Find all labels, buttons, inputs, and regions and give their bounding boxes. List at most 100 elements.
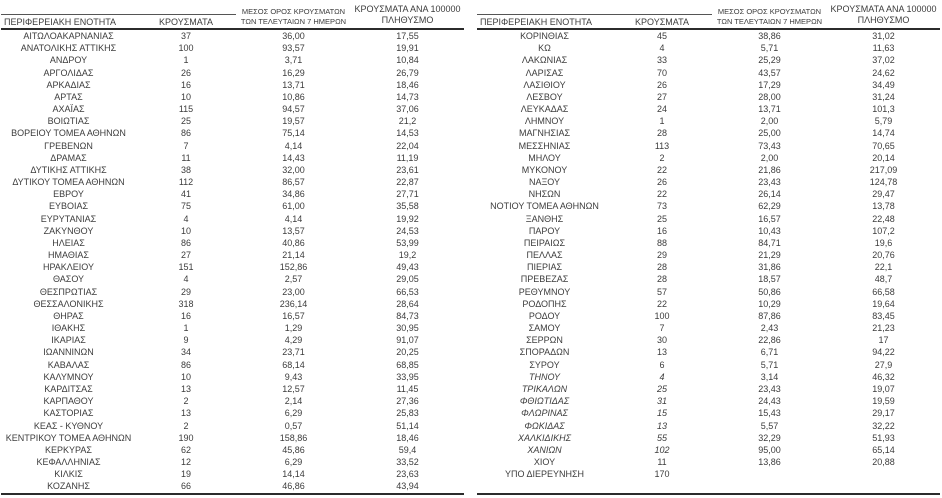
cases-per-100000-cell: 20,25 bbox=[396, 347, 419, 358]
cases-cell: 33 bbox=[656, 55, 667, 66]
cases-per-100000-cell: 22,48 bbox=[872, 213, 895, 224]
cases-cell: 66 bbox=[180, 481, 191, 492]
cases-per-100000-cell: 11,19 bbox=[396, 152, 419, 163]
cases-per-100000-cell: 23,63 bbox=[396, 469, 419, 480]
cases-cell: 151 bbox=[178, 262, 194, 273]
avg-7day-cell: 95,00 bbox=[758, 444, 781, 455]
cases-cell: 25 bbox=[656, 383, 667, 394]
avg-7day-cell: 21,14 bbox=[282, 250, 305, 261]
table-row: ΚΕΦΑΛΛΗΝΙΑΣ 12 6,29 33,52 bbox=[1, 456, 464, 468]
cases-cell: 28 bbox=[656, 262, 667, 273]
cases-per-100000-cell: 91,07 bbox=[396, 335, 419, 346]
region-name-cell: ΚΩ bbox=[538, 43, 551, 54]
avg-7day-cell: 1,29 bbox=[284, 323, 303, 334]
cases-cell: 45 bbox=[656, 31, 667, 41]
cases-per-100000-cell: 27,36 bbox=[396, 396, 419, 407]
table-row: ΑΝΔΡΟΥ 1 3,71 10,84 bbox=[1, 54, 464, 66]
cases-cell: 113 bbox=[654, 140, 670, 151]
table-row: ΚΑΒΑΛΑΣ 86 68,14 68,85 bbox=[1, 359, 464, 371]
table-row: ΡΟΔΟΠΗΣ 22 10,29 19,64 bbox=[477, 298, 940, 310]
table-row: ΦΩΚΙΔΑΣ 13 5,57 32,22 bbox=[477, 420, 940, 432]
cases-cell: 31 bbox=[656, 396, 667, 407]
cases-cell: 11 bbox=[657, 457, 667, 468]
table-right-half: ΠΕΡΙΦΕΡΕΙΑΚΗ ΕΝΟΤΗΤΑ ΚΡΟΥΣΜΑΤΑ ΜΕΣΟΣ ΟΡΟ… bbox=[477, 1, 940, 495]
header-cases-per-100000-line2: ΠΛΗΘΥΣΜΟ bbox=[381, 15, 434, 26]
cases-per-100000-cell: 48,7 bbox=[874, 274, 893, 285]
cases-per-100000-cell: 19,59 bbox=[872, 396, 895, 407]
cases-cell: 9 bbox=[183, 335, 189, 346]
region-name-cell: ΑΝΔΡΟΥ bbox=[49, 55, 88, 66]
avg-7day-cell: 2,43 bbox=[760, 323, 779, 334]
cases-per-100000-cell: 51,14 bbox=[396, 420, 419, 431]
cases-cell: 10 bbox=[180, 371, 191, 382]
table-row: ΑΡΓΟΛΙΔΑΣ 26 16,29 26,79 bbox=[1, 67, 464, 79]
cases-cell: 15 bbox=[656, 408, 667, 419]
avg-7day-cell: 19,57 bbox=[282, 116, 305, 127]
region-name-cell: ΤΡΙΚΑΛΩΝ bbox=[521, 383, 568, 394]
cases-per-100000-cell: 25,83 bbox=[396, 408, 419, 419]
cases-per-100000-cell: 49,43 bbox=[396, 262, 419, 273]
region-name-cell: ΘΑΣΟΥ bbox=[52, 274, 85, 285]
cases-cell: 2 bbox=[659, 152, 665, 163]
region-name-cell: ΑΡΓΟΛΙΔΑΣ bbox=[43, 67, 94, 78]
cases-per-100000-cell: 43,94 bbox=[396, 481, 419, 492]
table-row: ΠΙΕΡΙΑΣ 28 31,86 22,1 bbox=[477, 261, 940, 273]
region-name-cell: ΒΟΡΕΙΟΥ ΤΟΜΕΑ ΑΘΗΝΩΝ bbox=[11, 128, 126, 139]
avg-7day-cell: 16,57 bbox=[758, 213, 781, 224]
table-row: ΚΑΛΥΜΝΟΥ 10 9,43 33,95 bbox=[1, 371, 464, 383]
table-row: ΔΥΤΙΚΟΥ ΤΟΜΕΑ ΑΘΗΝΩΝ 112 86,57 22,87 bbox=[1, 176, 464, 188]
cases-cell: 100 bbox=[178, 43, 194, 54]
avg-7day-cell: 86,57 bbox=[282, 177, 305, 188]
table-row: ΚΑΡΠΑΘΟΥ 2 2,14 27,36 bbox=[1, 395, 464, 407]
region-name-cell: ΡΟΔΟΥ bbox=[528, 310, 561, 321]
avg-7day-cell: 6,29 bbox=[284, 457, 303, 468]
avg-7day-cell: 14,14 bbox=[282, 469, 305, 480]
table-row: ΝΗΣΩΝ 22 26,14 29,47 bbox=[477, 188, 940, 200]
avg-7day-cell: 2,00 bbox=[760, 152, 779, 163]
region-name-cell: ΚΟΡΙΝΘΙΑΣ bbox=[520, 31, 569, 41]
cases-per-100000-cell: 29,47 bbox=[872, 189, 895, 200]
avg-7day-cell: 16,29 bbox=[282, 67, 305, 78]
cases-per-100000-cell: 31,02 bbox=[872, 31, 895, 41]
cases-cell: 1 bbox=[659, 116, 665, 127]
cases-per-100000-cell: 84,73 bbox=[396, 310, 419, 321]
region-name-cell: ΒΟΙΩΤΙΑΣ bbox=[47, 116, 90, 127]
cases-per-100000-cell: 51,93 bbox=[872, 432, 895, 443]
cases-per-100000-cell bbox=[827, 468, 940, 480]
cases-cell: 26 bbox=[656, 79, 667, 90]
table-row: ΚΕΡΚΥΡΑΣ 62 45,86 59,4 bbox=[1, 444, 464, 456]
cases-cell: 30 bbox=[656, 335, 667, 346]
table-row: ΚΙΛΚΙΣ 19 14,14 23,63 bbox=[1, 468, 464, 480]
table-row: ΔΡΑΜΑΣ 11 14,43 11,19 bbox=[1, 152, 464, 164]
avg-7day-cell: 28,00 bbox=[758, 91, 781, 102]
cases-per-100000-cell: 33,52 bbox=[396, 457, 419, 468]
cases-per-100000-cell: 17,55 bbox=[396, 31, 419, 41]
table-row: ΛΕΣΒΟΥ 27 28,00 31,24 bbox=[477, 91, 940, 103]
table-row: ΥΠΟ ΔΙΕΡΕΥΝΗΣΗ 170 bbox=[477, 468, 940, 480]
cases-per-100000-cell: 20,88 bbox=[872, 457, 895, 468]
avg-7day-cell: 23,00 bbox=[282, 286, 305, 297]
table-row: ΒΟΡΕΙΟΥ ΤΟΜΕΑ ΑΘΗΝΩΝ 86 75,14 14,53 bbox=[1, 127, 464, 139]
region-name-cell: ΑΝΑΤΟΛΙΚΗΣ ΑΤΤΙΚΗΣ bbox=[20, 43, 117, 54]
header-cases-label: ΚΡΟΥΣΜΑΤΑ bbox=[159, 16, 213, 27]
region-name-cell: ΧΑΝΙΩΝ bbox=[527, 444, 562, 455]
table-row: ΑΙΤΩΛΟΑΚΑΡΝΑΝΙΑΣ 37 36,00 17,55 bbox=[1, 30, 464, 42]
avg-7day-cell: 43,57 bbox=[758, 67, 781, 78]
cases-per-100000-cell: 94,22 bbox=[872, 347, 895, 358]
table-row: ΤΗΝΟΥ 4 3,14 46,32 bbox=[477, 371, 940, 383]
region-name-cell: ΜΗΛΟΥ bbox=[528, 152, 561, 163]
avg-7day-cell: 5,71 bbox=[760, 359, 779, 370]
avg-7day-cell: 17,29 bbox=[758, 79, 781, 90]
region-name-cell: ΘΕΣΣΑΛΟΝΙΚΗΣ bbox=[33, 298, 104, 309]
table-row: ΘΑΣΟΥ 4 2,57 29,05 bbox=[1, 273, 464, 285]
cases-per-100000-cell: 217,09 bbox=[869, 164, 898, 175]
header-cases-per-100000: ΚΡΟΥΣΜΑΤΑ ΑΝΑ 100000 ΠΛΗΘΥΣΜΟ bbox=[351, 1, 464, 28]
table-row: ΔΥΤΙΚΗΣ ΑΤΤΙΚΗΣ 38 32,00 23,61 bbox=[1, 164, 464, 176]
header-7day-average: ΜΕΣΟΣ ΟΡΟΣ ΚΡΟΥΣΜΑΤΩΝ ΤΩΝ ΤΕΛΕΥΤΑΙΩΝ 7 Η… bbox=[712, 1, 827, 28]
table-row: ΚΟΡΙΝΘΙΑΣ 45 38,86 31,02 bbox=[477, 30, 940, 42]
table-row: ΣΥΡΟΥ 6 5,71 27,9 bbox=[477, 359, 940, 371]
cases-per-100000-cell: 24,62 bbox=[872, 67, 895, 78]
cases-cell: 28 bbox=[656, 274, 667, 285]
region-name-cell: ΘΗΡΑΣ bbox=[53, 310, 84, 321]
cases-per-100000-cell: 18,46 bbox=[396, 432, 419, 443]
